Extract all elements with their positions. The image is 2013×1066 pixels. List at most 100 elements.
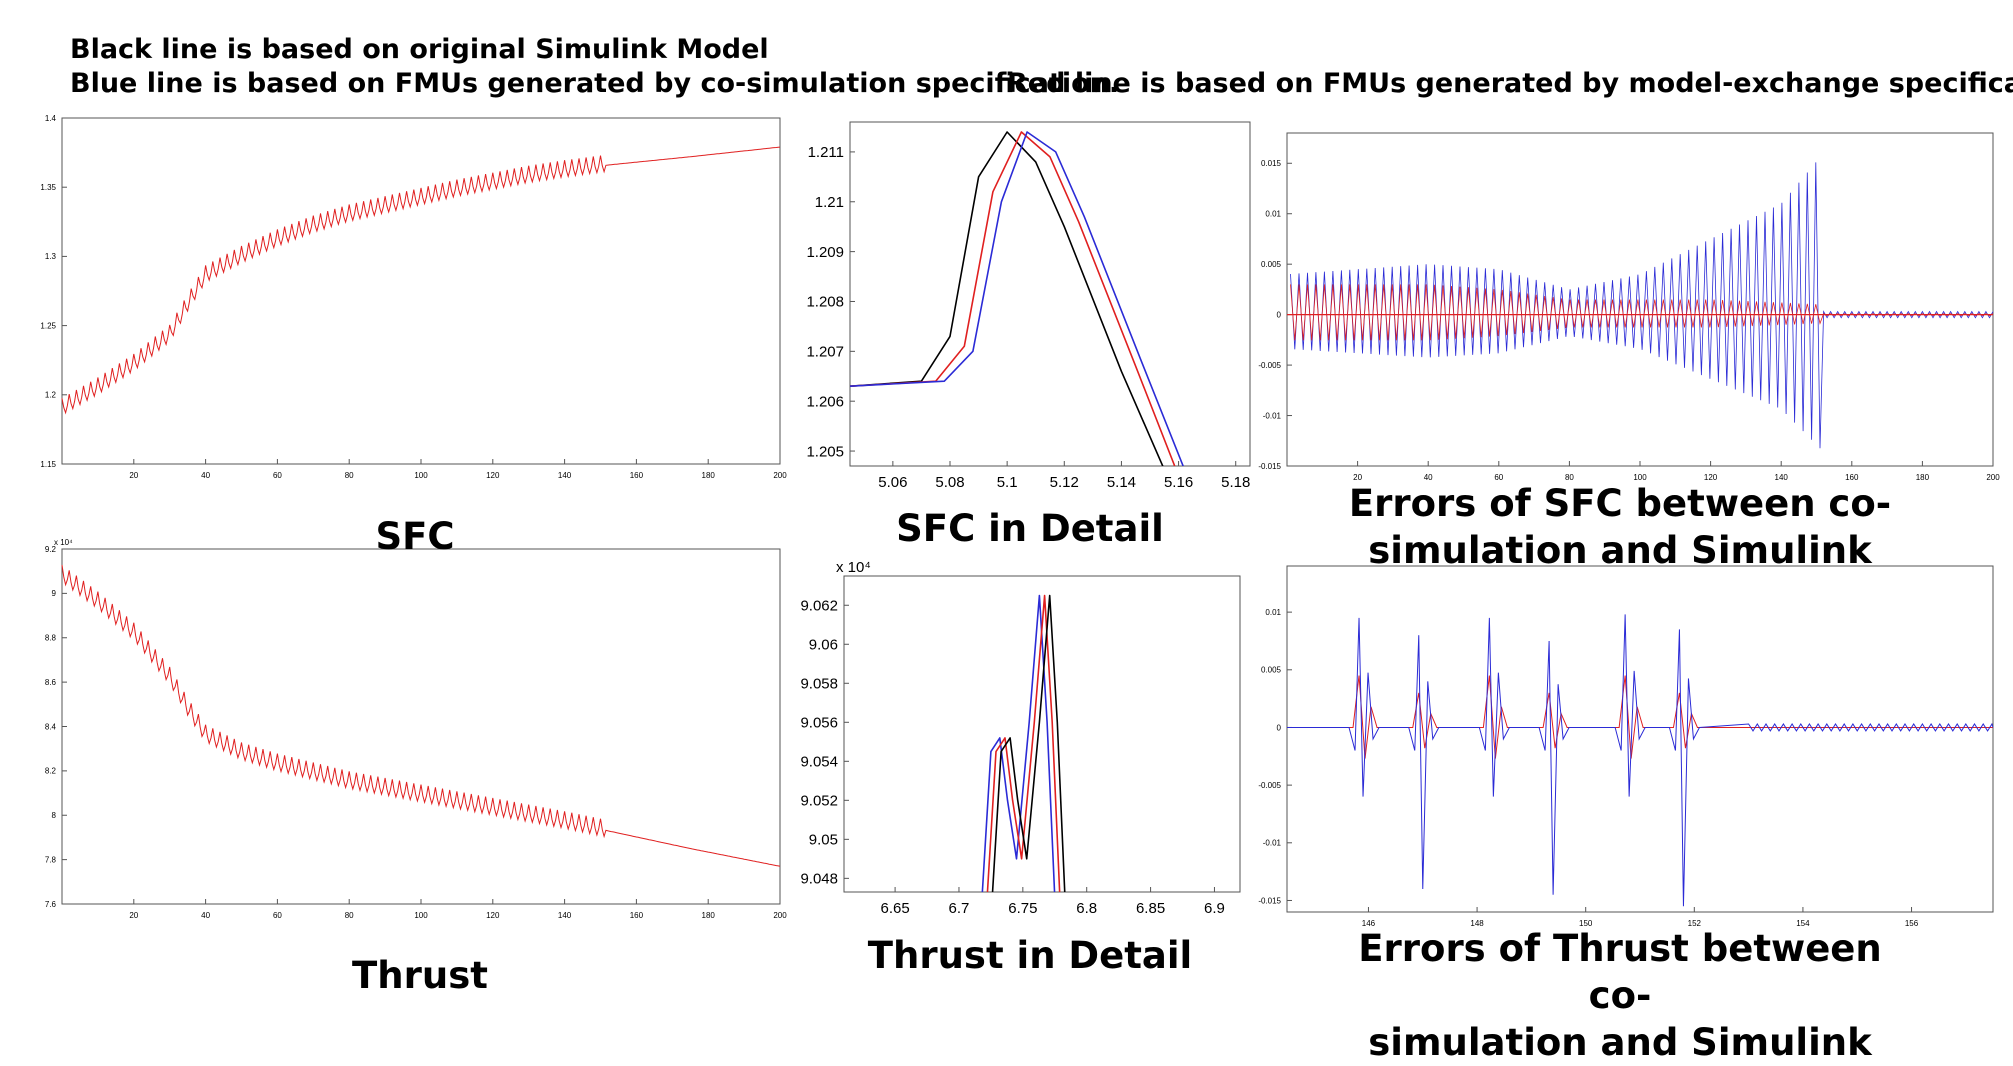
sfc-chart: 20 40 60 80 100 120 140 160 180 200 1.4 1.35 1.3 1.25…: [40, 114, 787, 480]
plot-frame: [1286, 132, 1994, 467]
y-tick-label: 9.052: [800, 793, 838, 810]
series-line-black: [850, 131, 1164, 466]
series-line-red: [61, 564, 781, 867]
series-line-red: [850, 131, 1176, 466]
y-tick-label: -0.005: [1258, 361, 1281, 370]
y-tick-label: 0.01: [1265, 210, 1281, 219]
x-tick-label: 200: [773, 471, 787, 480]
y-tick-label: 8.6: [45, 678, 57, 687]
y-tick-label: 1.206: [806, 393, 844, 410]
x-tick-label: 5.14: [1107, 474, 1136, 491]
y-tick-label: 0.015: [1261, 159, 1282, 168]
y-tick-label: 9.06: [809, 637, 838, 654]
series-line-blue: [1290, 162, 1994, 449]
x-tick-label: 100: [414, 471, 428, 480]
x-tick-label: 200: [1986, 473, 2000, 482]
y-tick-label: 8: [52, 811, 57, 820]
y-tick-label: 0.005: [1261, 666, 1282, 675]
y-tick-label: 1.208: [806, 294, 844, 311]
y-tick-label: 8.8: [45, 634, 57, 643]
x-tick-label: 80: [1565, 473, 1574, 482]
x-tick-label: 60: [1494, 473, 1503, 482]
y-tick-label: 9.056: [800, 715, 838, 732]
x-tick-label: 200: [773, 911, 787, 920]
series-line-black: [991, 594, 1066, 892]
x-tick-label: 180: [702, 911, 716, 920]
sfc-error-title: Errors of SFC between co- simulation and…: [1348, 482, 1892, 572]
x-tick-label: 160: [1845, 473, 1859, 482]
x-tick-label: 152: [1688, 919, 1702, 928]
y-exponent-label: x 10⁴: [836, 559, 871, 576]
x-tick-label: 180: [1916, 473, 1930, 482]
legend-note-black: Black line is based on original Simulink…: [70, 34, 769, 65]
y-tick-label: 1.209: [806, 244, 844, 261]
y-tick-label: 1.25: [40, 321, 56, 330]
x-tick-label: 20: [129, 911, 138, 920]
x-tick-label: 5.1: [997, 474, 1018, 491]
x-tick-label: 100: [414, 911, 428, 920]
y-tick-label: 1.35: [40, 183, 56, 192]
x-tick-label: 120: [486, 471, 500, 480]
series-line-blue: [1287, 614, 1994, 907]
x-tick-label: 60: [273, 471, 282, 480]
series-line-blue: [850, 131, 1184, 466]
y-tick-label: 1.207: [806, 344, 844, 361]
x-tick-label: 146: [1362, 919, 1376, 928]
sfc-detail-title: SFC in Detail: [896, 507, 1164, 550]
x-tick-label: 40: [201, 471, 210, 480]
x-tick-label: 140: [558, 471, 572, 480]
thrust-detail-title: Thrust in Detail: [867, 934, 1193, 977]
x-tick-label: 5.18: [1221, 474, 1250, 491]
series-line-red: [986, 594, 1061, 892]
y-tick-label: 1.205: [806, 443, 844, 460]
x-tick-label: 160: [630, 911, 644, 920]
x-tick-label: 6.75: [1008, 900, 1037, 917]
series-line-blue: [981, 594, 1056, 892]
y-tick-label: 0.01: [1265, 608, 1281, 617]
series-line-red: [1290, 284, 1994, 341]
y-exponent-label: x 10⁴: [54, 538, 73, 547]
thrust-error-title: Errors of Thrust between co- simulation …: [1358, 927, 1882, 1064]
x-tick-label: 156: [1905, 919, 1919, 928]
x-tick-label: 60: [273, 911, 282, 920]
x-tick-label: 6.85: [1136, 900, 1165, 917]
y-tick-label: -0.015: [1258, 896, 1281, 905]
thrust-detail-chart: 6.65 6.7 6.75 6.8 6.85 6.9 9.062 9.06 9.058 9.056…: [800, 559, 1241, 917]
thrust-chart: 20 40 60 80 100 120 140 160 180 200 9.2 9 8.8 8.6 8.4 8…: [45, 538, 787, 920]
x-tick-label: 6.7: [949, 900, 970, 917]
y-tick-label: 1.15: [40, 460, 56, 469]
x-tick-label: 120: [486, 911, 500, 920]
x-tick-label: 20: [1353, 473, 1362, 482]
y-tick-label: -0.015: [1258, 462, 1281, 471]
y-tick-label: 7.6: [45, 900, 57, 909]
sfc-title: SFC: [375, 515, 455, 558]
y-tick-label: 8.2: [45, 767, 57, 776]
y-tick-label: 9.05: [809, 832, 838, 849]
x-tick-label: 150: [1579, 919, 1593, 928]
y-tick-label: 9.054: [800, 754, 838, 771]
y-tick-label: 9.048: [800, 871, 838, 888]
y-tick-label: 0: [1277, 723, 1282, 732]
y-tick-label: 1.4: [45, 114, 57, 123]
y-tick-label: 0.005: [1261, 260, 1282, 269]
x-tick-label: 20: [129, 471, 138, 480]
y-tick-label: -0.01: [1263, 839, 1282, 848]
x-tick-label: 5.06: [878, 474, 907, 491]
sfc-error-chart: 20 40 60 80 100 120 140 160 180 200 0.015 0.01 0.005…: [1258, 132, 2000, 482]
x-tick-label: 5.16: [1164, 474, 1193, 491]
thrust-title: Thrust: [352, 954, 488, 997]
x-tick-label: 6.9: [1204, 900, 1225, 917]
y-tick-label: 9: [52, 589, 57, 598]
x-tick-label: 6.65: [880, 900, 909, 917]
plot-frame: [61, 548, 781, 905]
x-tick-label: 40: [1424, 473, 1433, 482]
legend-note-blue: Blue line is based on FMUs generated by …: [70, 68, 1120, 99]
y-tick-label: 1.3: [45, 252, 57, 261]
x-tick-label: 148: [1470, 919, 1484, 928]
x-tick-label: 160: [630, 471, 644, 480]
y-tick-label: -0.01: [1263, 411, 1282, 420]
y-tick-label: 0: [1277, 310, 1282, 319]
x-tick-label: 80: [345, 911, 354, 920]
y-tick-label: 9.058: [800, 676, 838, 693]
y-tick-label: 7.8: [45, 855, 57, 864]
